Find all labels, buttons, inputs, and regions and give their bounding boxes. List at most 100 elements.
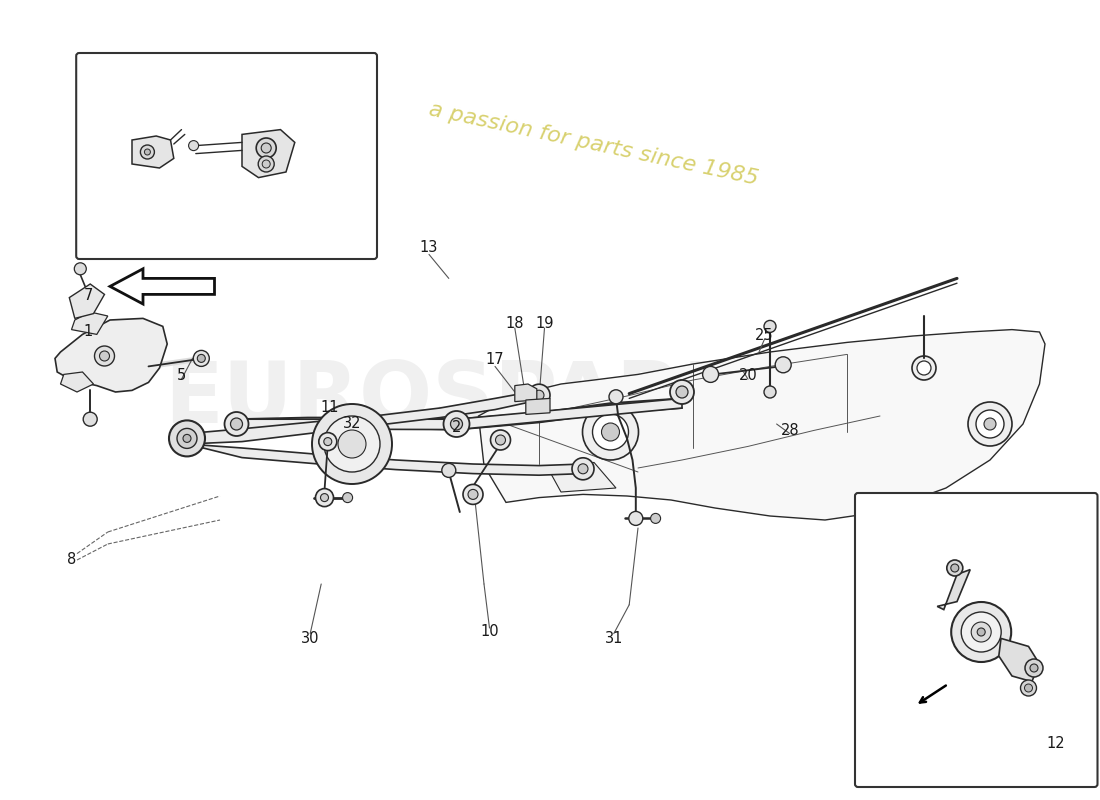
Polygon shape [132, 136, 174, 168]
Text: 25: 25 [756, 329, 773, 343]
Polygon shape [72, 312, 108, 334]
Circle shape [1025, 659, 1043, 677]
Circle shape [491, 430, 510, 450]
Polygon shape [110, 269, 214, 304]
Circle shape [764, 386, 776, 398]
Circle shape [1024, 684, 1033, 692]
Text: 32: 32 [343, 417, 361, 431]
Circle shape [950, 564, 959, 572]
Text: 31: 31 [605, 631, 623, 646]
Text: 12: 12 [1047, 737, 1065, 751]
Text: 7: 7 [84, 289, 92, 303]
Circle shape [258, 156, 274, 172]
Circle shape [703, 366, 718, 382]
Circle shape [534, 390, 544, 400]
Circle shape [776, 357, 791, 373]
Circle shape [593, 414, 628, 450]
Circle shape [1030, 664, 1038, 672]
Circle shape [670, 380, 694, 404]
Text: 1: 1 [84, 325, 92, 339]
Circle shape [971, 622, 991, 642]
Circle shape [968, 402, 1012, 446]
Text: 8: 8 [67, 553, 76, 567]
Circle shape [324, 416, 380, 472]
Polygon shape [236, 398, 682, 430]
Polygon shape [187, 390, 539, 444]
Circle shape [231, 418, 242, 430]
Circle shape [183, 434, 191, 442]
Circle shape [319, 433, 337, 450]
Circle shape [320, 494, 329, 502]
Circle shape [75, 262, 86, 274]
Text: 17: 17 [486, 353, 504, 367]
Circle shape [468, 490, 478, 499]
Circle shape [197, 354, 206, 362]
Circle shape [141, 145, 154, 159]
Circle shape [443, 411, 470, 437]
Text: 30: 30 [301, 631, 319, 646]
Circle shape [952, 602, 1011, 662]
Circle shape [629, 511, 642, 526]
Circle shape [95, 346, 114, 366]
Polygon shape [937, 570, 970, 610]
Circle shape [947, 560, 962, 576]
Circle shape [323, 438, 332, 446]
Circle shape [338, 430, 366, 458]
Polygon shape [187, 444, 583, 475]
Polygon shape [55, 318, 167, 392]
Polygon shape [526, 398, 550, 414]
Text: EUROSPARES: EUROSPARES [165, 358, 803, 442]
Circle shape [188, 141, 199, 150]
Circle shape [609, 390, 623, 404]
Polygon shape [515, 384, 537, 402]
Circle shape [578, 464, 588, 474]
Circle shape [342, 493, 353, 502]
Circle shape [169, 421, 205, 456]
Circle shape [261, 143, 272, 153]
Circle shape [495, 435, 506, 445]
Text: 2: 2 [452, 421, 461, 435]
Circle shape [177, 429, 197, 448]
Circle shape [676, 386, 688, 398]
Text: 10: 10 [481, 625, 498, 639]
Polygon shape [69, 284, 104, 318]
Text: 20: 20 [738, 369, 758, 383]
Text: 28: 28 [781, 423, 799, 438]
Circle shape [84, 412, 97, 426]
Text: 5: 5 [177, 369, 186, 383]
Circle shape [316, 489, 333, 506]
Text: 11: 11 [321, 401, 339, 415]
FancyBboxPatch shape [76, 53, 377, 259]
Circle shape [194, 350, 209, 366]
Circle shape [583, 404, 638, 460]
Polygon shape [999, 638, 1040, 682]
Circle shape [912, 356, 936, 380]
Circle shape [602, 423, 619, 441]
Text: 18: 18 [506, 317, 524, 331]
Circle shape [442, 463, 455, 478]
Circle shape [463, 484, 483, 504]
Text: 19: 19 [536, 317, 553, 331]
Circle shape [144, 149, 151, 155]
Circle shape [99, 351, 110, 361]
Circle shape [917, 361, 931, 375]
Circle shape [976, 410, 1004, 438]
Polygon shape [550, 462, 616, 492]
Circle shape [764, 320, 776, 333]
Circle shape [984, 418, 996, 430]
Circle shape [650, 514, 661, 523]
Text: a passion for parts since 1985: a passion for parts since 1985 [428, 99, 760, 189]
Polygon shape [242, 130, 295, 178]
Circle shape [961, 612, 1001, 652]
Circle shape [451, 418, 462, 430]
Circle shape [262, 160, 271, 168]
Circle shape [312, 404, 392, 484]
Circle shape [224, 412, 249, 436]
Polygon shape [478, 330, 1045, 520]
Circle shape [528, 384, 550, 406]
Text: 13: 13 [420, 241, 438, 255]
FancyBboxPatch shape [855, 493, 1098, 787]
Polygon shape [60, 372, 94, 392]
Circle shape [1021, 680, 1036, 696]
Circle shape [977, 628, 986, 636]
